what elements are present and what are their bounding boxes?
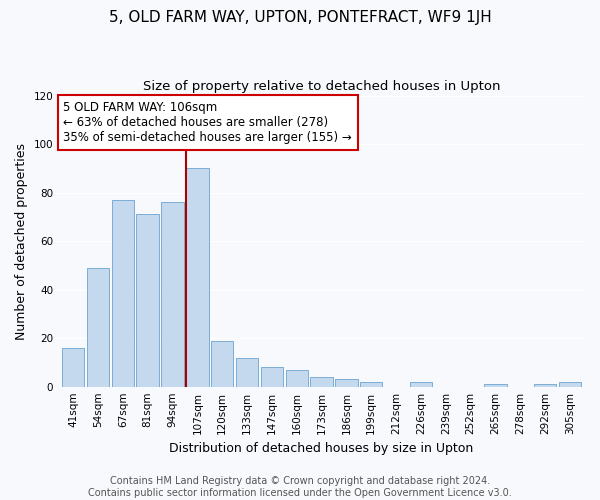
Text: Contains HM Land Registry data © Crown copyright and database right 2024.
Contai: Contains HM Land Registry data © Crown c… — [88, 476, 512, 498]
Title: Size of property relative to detached houses in Upton: Size of property relative to detached ho… — [143, 80, 500, 93]
Bar — [87, 268, 109, 386]
X-axis label: Distribution of detached houses by size in Upton: Distribution of detached houses by size … — [169, 442, 474, 455]
Bar — [310, 377, 333, 386]
Bar — [161, 202, 184, 386]
Bar — [534, 384, 556, 386]
Bar — [211, 340, 233, 386]
Text: 5, OLD FARM WAY, UPTON, PONTEFRACT, WF9 1JH: 5, OLD FARM WAY, UPTON, PONTEFRACT, WF9 … — [109, 10, 491, 25]
Bar — [112, 200, 134, 386]
Bar — [360, 382, 382, 386]
Bar — [136, 214, 159, 386]
Bar — [335, 380, 358, 386]
Bar — [186, 168, 209, 386]
Y-axis label: Number of detached properties: Number of detached properties — [15, 142, 28, 340]
Bar — [260, 368, 283, 386]
Text: 5 OLD FARM WAY: 106sqm
← 63% of detached houses are smaller (278)
35% of semi-de: 5 OLD FARM WAY: 106sqm ← 63% of detached… — [64, 102, 352, 144]
Bar — [410, 382, 432, 386]
Bar — [484, 384, 507, 386]
Bar — [236, 358, 258, 386]
Bar — [286, 370, 308, 386]
Bar — [62, 348, 84, 387]
Bar — [559, 382, 581, 386]
